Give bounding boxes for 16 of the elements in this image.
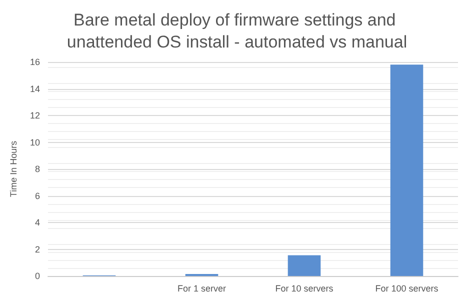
y-tick-label: 4 — [34, 218, 40, 228]
bar — [288, 255, 321, 276]
y-tick-label: 10 — [30, 137, 40, 148]
x-tick-label: For 100 servers — [375, 284, 439, 294]
y-tick-label: 2 — [34, 244, 40, 254]
bar — [390, 64, 424, 276]
y-tick-label: 14 — [30, 84, 40, 94]
chart-title: Bare metal deploy of firmware settings and unattended OS install - automated vs manual — [66, 10, 408, 52]
x-tick-label: For 1 server — [177, 284, 226, 294]
y-axis-title: Time In Hours — [8, 140, 18, 198]
y-tick-label: 0 — [34, 271, 40, 281]
y-tick-label: 8 — [34, 164, 40, 174]
y-tick-label: 12 — [30, 110, 40, 120]
x-tick-label: For 10 servers — [275, 284, 334, 294]
y-tick-label: 6 — [34, 190, 40, 201]
y-tick-label: 16 — [30, 57, 40, 67]
